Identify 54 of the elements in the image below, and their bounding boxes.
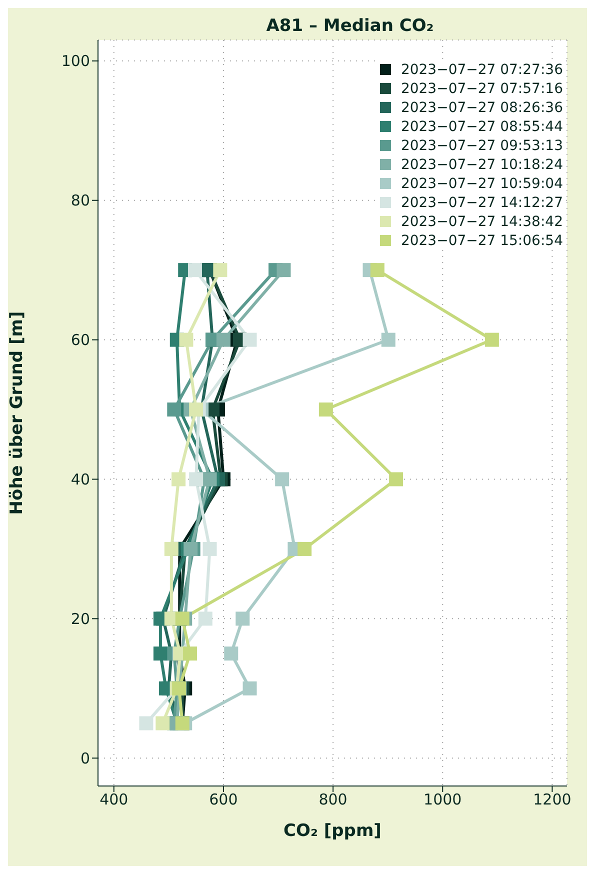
- point: [242, 332, 257, 347]
- point: [370, 263, 384, 278]
- point: [164, 542, 178, 556]
- point: [198, 612, 212, 626]
- point: [202, 542, 217, 556]
- legend-label: 2023−07−27 08:26:36: [400, 100, 563, 116]
- point: [298, 542, 312, 556]
- point: [381, 332, 396, 347]
- legend-label: 2023−07−27 07:27:36: [400, 62, 563, 78]
- point: [184, 542, 198, 556]
- y-axis-title: Höhe über Grund [m]: [7, 311, 28, 515]
- y-tick-label: 40: [70, 470, 90, 489]
- point: [213, 263, 228, 278]
- point: [179, 332, 194, 347]
- point: [175, 612, 190, 626]
- point: [167, 402, 182, 417]
- x-tick-label: 1000: [424, 790, 462, 809]
- x-axis-title: CO₂ [ppm]: [284, 821, 382, 841]
- point: [484, 332, 499, 347]
- x-tick-label: 800: [318, 790, 348, 809]
- y-tick-label: 20: [70, 610, 90, 628]
- legend-label: 2023−07−27 15:06:54: [400, 232, 563, 248]
- legend-label: 2023−07−27 10:18:24: [400, 156, 563, 172]
- point: [318, 402, 333, 417]
- point: [189, 472, 204, 486]
- point: [183, 646, 198, 661]
- legend-label: 2023−07−27 07:57:16: [400, 80, 563, 96]
- x-tick-label: 1200: [533, 790, 572, 809]
- y-tick-label: 80: [70, 192, 90, 210]
- point: [275, 472, 290, 486]
- point: [276, 263, 291, 278]
- point: [156, 716, 170, 730]
- point: [139, 716, 154, 730]
- y-tick-label: 0: [80, 749, 90, 768]
- legend-label: 2023−07−27 10:59:04: [400, 176, 563, 192]
- legend-label: 2023−07−27 09:53:13: [400, 138, 563, 154]
- point: [236, 612, 250, 626]
- legend-label: 2023−07−27 08:55:44: [400, 118, 563, 134]
- y-tick-label: 60: [70, 331, 90, 350]
- x-tick-label: 400: [100, 790, 128, 809]
- legend-label: 2023−07−27 14:12:27: [400, 194, 563, 210]
- point: [189, 402, 204, 417]
- chart-title: A81 – Median CO₂: [265, 16, 435, 36]
- point: [389, 472, 404, 486]
- point: [224, 646, 238, 661]
- y-tick-label: 100: [61, 52, 90, 70]
- point: [242, 681, 257, 696]
- point: [172, 472, 186, 486]
- point: [202, 472, 217, 486]
- point: [188, 263, 202, 278]
- point: [216, 332, 230, 347]
- x-tick-label: 600: [209, 790, 238, 809]
- legend-label: 2023−07−27 14:38:42: [400, 214, 563, 230]
- point: [153, 646, 168, 661]
